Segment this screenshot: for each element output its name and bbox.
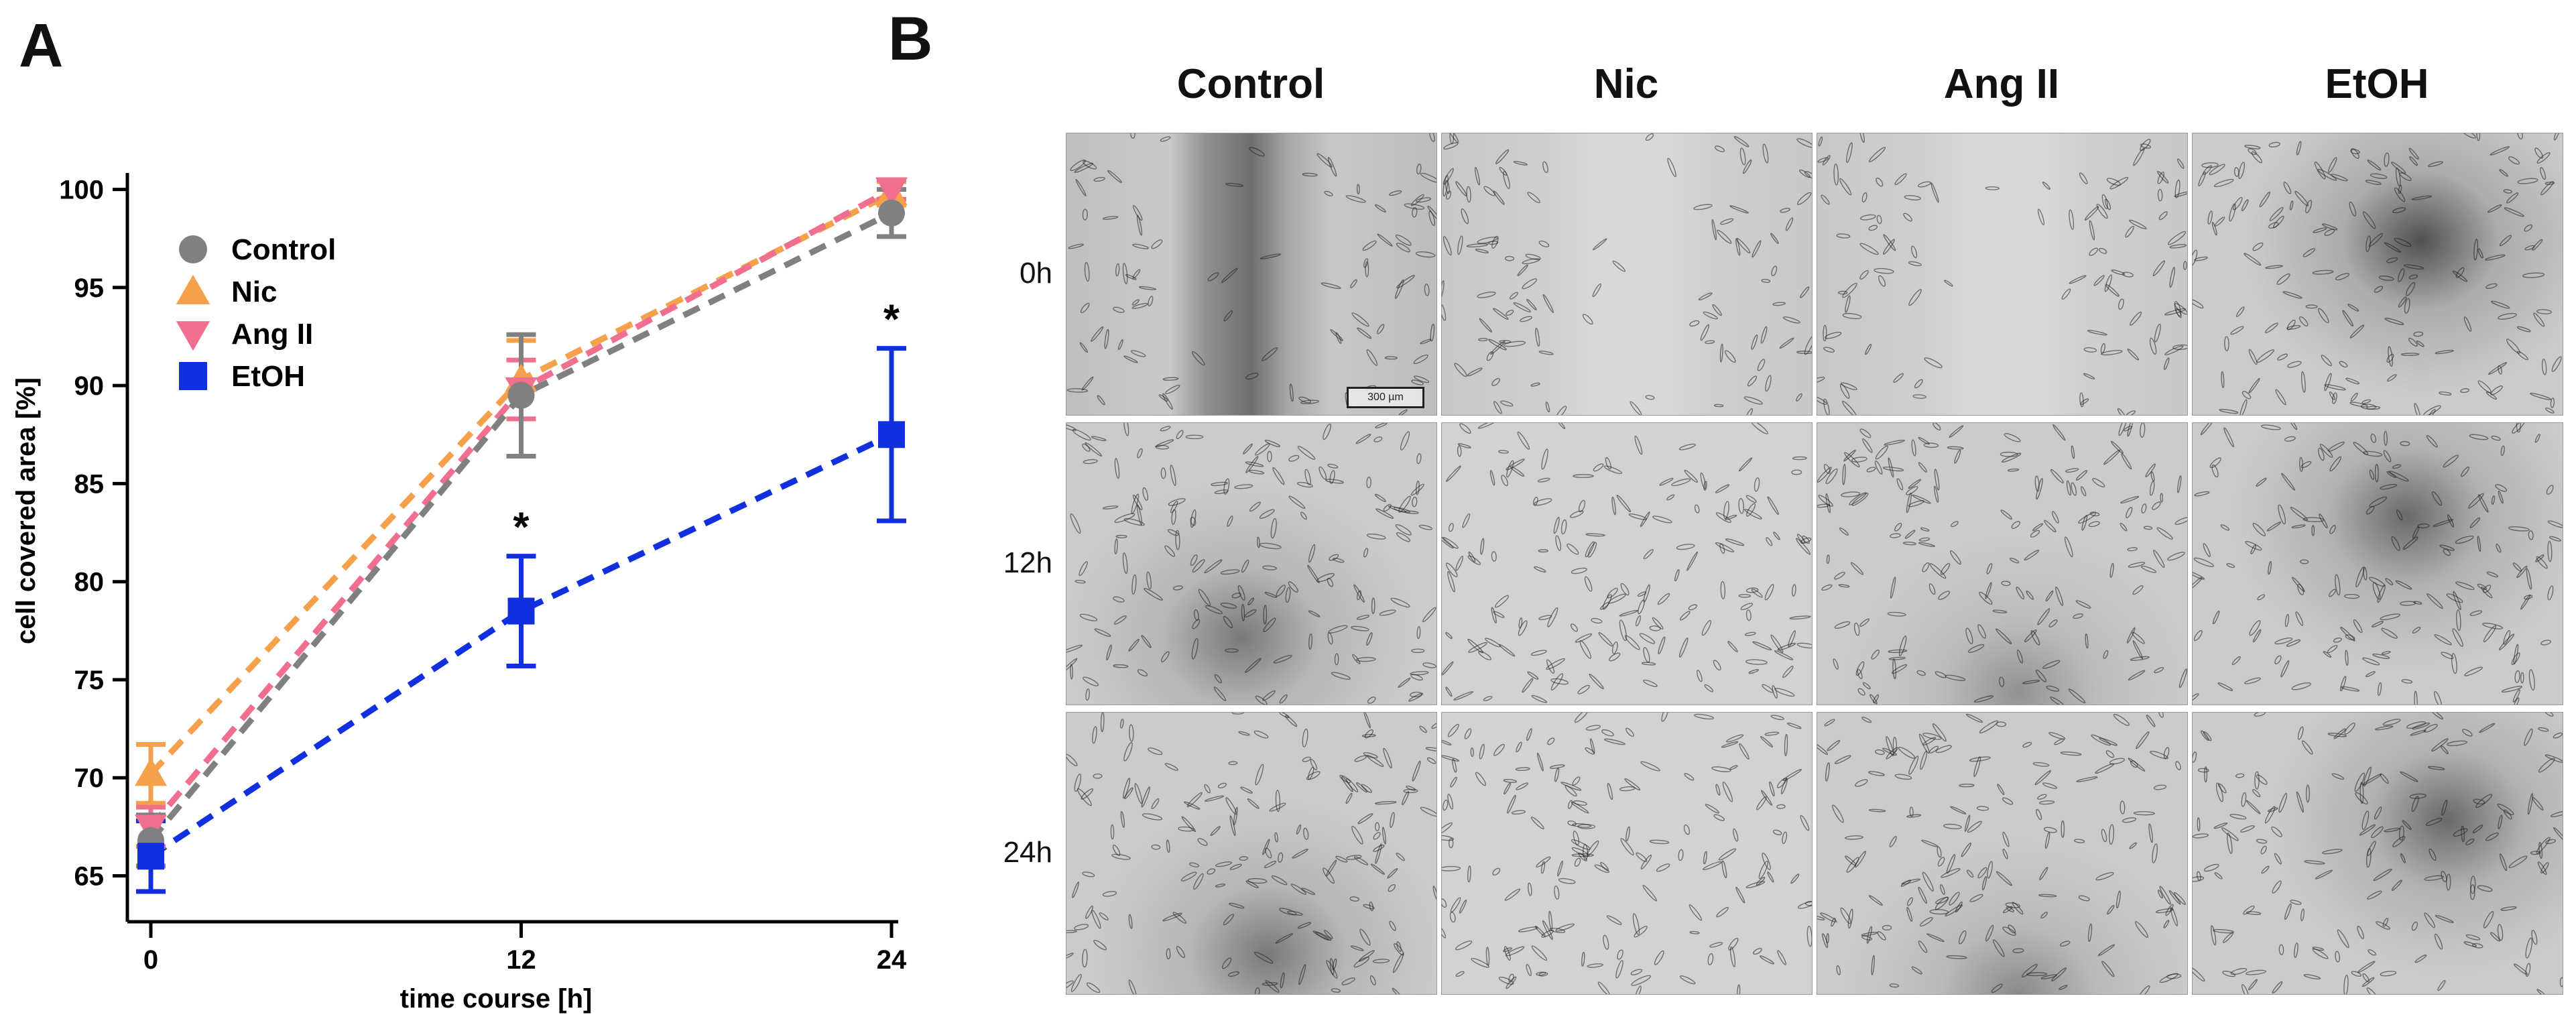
cell-texture <box>1066 423 1436 705</box>
chart-axes: 65 70 75 80 85 90 95 100 0 12 24 <box>59 173 907 975</box>
x-tick-label: 12 <box>506 945 536 975</box>
micrograph-tile <box>1817 133 2188 416</box>
cell-texture <box>1442 423 1812 703</box>
series-line-etoh <box>149 432 893 859</box>
data-point-nic <box>135 758 167 786</box>
y-tick-label: 65 <box>74 861 105 891</box>
significance-star: * <box>883 297 900 343</box>
cell-texture <box>1817 423 2187 705</box>
cell-texture <box>1066 133 1436 415</box>
legend-marker-ang-ii <box>176 321 210 351</box>
data-point-ang-ii <box>875 177 908 206</box>
cell-texture <box>2193 423 2563 705</box>
cell-texture <box>2193 133 2562 415</box>
legend-label-etoh: EtOH <box>231 360 305 393</box>
y-tick-label: 100 <box>59 176 104 205</box>
data-point-etoh <box>137 843 164 870</box>
micrograph-tile: 300 µm <box>1066 133 1437 416</box>
y-tick-label: 90 <box>74 371 105 401</box>
data-point-control <box>878 199 905 227</box>
row-label: 24h <box>1003 836 1052 869</box>
micrograph-tile <box>1817 712 2188 995</box>
micrograph-tile <box>2192 133 2563 416</box>
micrograph-tile <box>2192 422 2563 705</box>
legend-marker-nic <box>176 274 210 304</box>
column-header: Ang II <box>1943 61 2060 107</box>
cell-texture <box>2193 713 2563 994</box>
legend-label-nic: Nic <box>231 276 277 308</box>
significance-star: * <box>513 505 530 551</box>
y-tick-label: 75 <box>74 666 105 695</box>
legend-marker-etoh <box>179 362 207 390</box>
legend-label-control: Control <box>231 233 336 266</box>
y-tick-label: 80 <box>74 568 105 597</box>
cell-texture <box>1817 713 2186 994</box>
cell-texture <box>1442 133 1812 415</box>
row-label: 0h <box>1020 257 1052 290</box>
y-axis-label: cell covered area [%] <box>11 377 41 644</box>
panel-a-label: A <box>19 11 64 80</box>
panel-b-label: B <box>888 5 933 73</box>
micrograph-tile <box>1066 712 1437 995</box>
scale-bar: 300 µm <box>1347 387 1424 408</box>
data-point-control <box>507 381 535 409</box>
micrograph-tile <box>2192 712 2563 995</box>
y-tick-label: 85 <box>74 469 105 499</box>
row-label: 12h <box>1003 546 1052 579</box>
data-point-etoh <box>507 597 535 625</box>
micrograph-tile <box>1441 422 1813 705</box>
data-point-etoh <box>878 421 905 448</box>
legend-marker-control <box>179 235 207 263</box>
cell-texture <box>1066 713 1436 994</box>
y-tick-label: 70 <box>74 764 105 793</box>
column-header: EtOH <box>2325 61 2429 107</box>
cell-texture <box>1817 133 2187 415</box>
y-tick-label: 95 <box>74 274 105 303</box>
cell-texture <box>1442 713 1812 994</box>
micrograph-tile <box>1441 133 1813 416</box>
x-axis-label: time course [h] <box>400 984 593 1014</box>
x-tick-label: 0 <box>143 945 158 975</box>
micrograph-tile <box>1441 712 1813 995</box>
micrograph-tile <box>1066 422 1437 705</box>
micrograph-tile <box>1817 422 2188 705</box>
x-tick-label: 24 <box>877 945 907 975</box>
legend-label-ang-ii: Ang II <box>231 318 313 351</box>
chart-legend: Control Nic Ang II EtOH <box>176 233 336 393</box>
column-header: Nic <box>1593 61 1659 107</box>
series-markers: ** <box>135 177 908 870</box>
column-header: Control <box>1176 61 1325 107</box>
